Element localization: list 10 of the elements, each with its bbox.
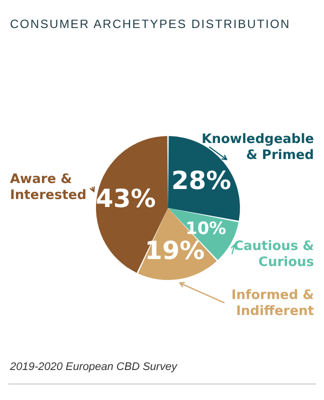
data-label: 19% — [144, 236, 205, 266]
slice-label: Aware & Interested — [10, 172, 86, 203]
data-label: 10% — [186, 218, 226, 239]
legend-label: Cautious & Curious — [234, 238, 314, 270]
data-label: 43% — [96, 184, 156, 214]
slice-label: Informed & Indifferent — [231, 287, 314, 318]
chart-title: CONSUMER ARCHETYPES DISTRIBUTION — [10, 17, 290, 31]
text: 2019-2020 European CBD Survey — [9, 361, 178, 373]
data-label: 28% — [171, 166, 232, 195]
slice-label: Knowledgeable & Primed — [202, 131, 314, 162]
